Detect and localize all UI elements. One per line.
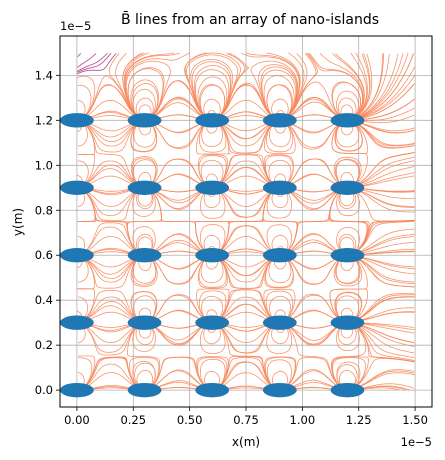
nano-island [263,181,297,195]
nano-island [195,248,229,262]
y-tick-label: 0.6 [35,248,53,262]
stream-line [148,357,208,389]
nano-island [263,383,297,397]
x-tick-label: 1.50 [402,413,428,427]
stream-line [351,221,414,255]
nano-island [60,383,94,397]
stream-line [320,53,363,120]
nano-island [195,383,229,397]
y-axis-label: y(m) [11,208,25,236]
y-tick-label: 0.2 [35,338,53,352]
nano-island [263,315,297,329]
y-offset-label: 1e−5 [60,19,91,33]
stream-line [351,153,415,189]
chart-title: B̄ lines from an array of nano-islands [121,10,379,28]
x-tick-label: 0.25 [120,413,146,427]
nano-island [331,383,365,397]
nano-island [195,315,229,329]
nano-island [60,113,94,127]
nano-island [263,248,297,262]
y-tick-label: 1.2 [35,113,53,127]
nano-island [128,248,162,262]
nano-island [331,315,365,329]
nano-island [60,181,94,195]
x-tick-label: 0.00 [64,413,90,427]
stream-line [77,54,96,68]
x-tick-label: 0.75 [233,413,259,427]
stream-line [331,322,365,389]
x-tick-label: 0.50 [177,413,203,427]
y-tick-label: 0.8 [35,203,53,217]
stream-line [351,220,415,255]
nano-island [331,113,365,127]
nano-island [128,113,162,127]
x-axis-label: x(m) [232,435,260,449]
nano-island [263,113,297,127]
nano-island [331,181,365,195]
nano-island [60,315,94,329]
stream-line [148,357,208,390]
y-tick-label: 0.0 [35,383,53,397]
nano-island [195,181,229,195]
y-tick-label: 1.4 [35,68,53,82]
x-offset-label: 1e−5 [401,435,432,449]
nano-island [331,248,365,262]
stream-line [194,66,230,121]
nano-island [60,248,94,262]
stream-line [216,53,249,120]
nano-island [128,383,162,397]
nano-island [128,181,162,195]
stream-line [351,152,414,188]
x-tick-label: 1.00 [290,413,316,427]
stream-line [351,221,415,256]
stream-line [78,53,112,72]
y-axis: 0.0 0.2 0.4 0.6 0.8 1.0 1.2 1.4 [35,68,60,397]
y-tick-label: 1.0 [35,158,53,172]
x-tick-label: 1.25 [346,413,372,427]
stream-line [78,53,81,57]
x-axis: 0.00 0.25 0.50 0.75 1.00 1.25 1.50 [64,407,428,427]
stream-line [284,358,344,390]
y-tick-label: 0.4 [35,293,53,307]
stream-line [351,221,415,256]
nano-island [195,113,229,127]
nano-island [128,315,162,329]
